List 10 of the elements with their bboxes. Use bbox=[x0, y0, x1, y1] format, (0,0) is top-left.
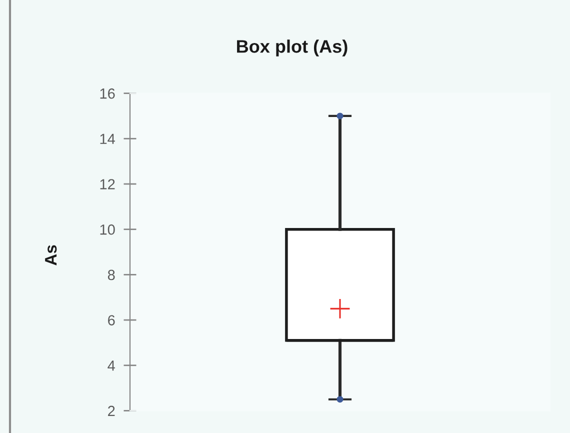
y-tick-label: 4 bbox=[108, 360, 115, 371]
y-tick-label: 6 bbox=[108, 315, 115, 326]
y-tick-label: 10 bbox=[100, 224, 115, 235]
chart-title: Box plot (As) bbox=[237, 40, 348, 56]
y-tick-label: 8 bbox=[108, 270, 115, 280]
y-tick-label: 16 bbox=[100, 88, 115, 99]
y-axis-title: As bbox=[45, 245, 57, 266]
y-tick-label: 2 bbox=[108, 406, 115, 416]
y-tick-label: 12 bbox=[100, 179, 115, 190]
y-tick-label: 14 bbox=[100, 134, 115, 144]
